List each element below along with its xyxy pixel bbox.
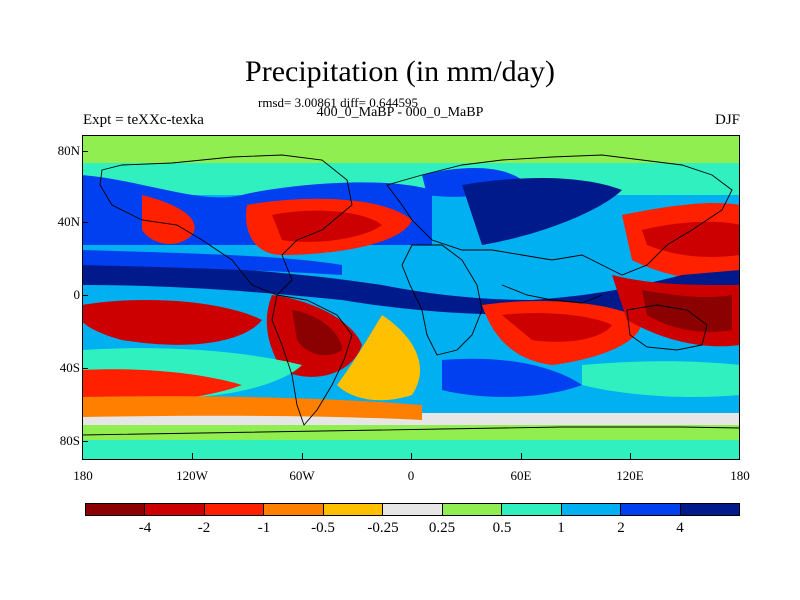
x-tick-label: 60W xyxy=(289,468,315,483)
x-tick-mark xyxy=(521,453,522,459)
colorbar-label: -0.5 xyxy=(311,520,335,536)
stats-line: rmsd= 3.00861 diff= 0.644595 xyxy=(258,95,418,110)
colorbar-label: 1 xyxy=(557,520,565,536)
y-tick-mark xyxy=(82,368,88,369)
colorbar-segment-9 xyxy=(621,504,681,515)
precipitation-map xyxy=(82,135,740,460)
y-tick-label: 40S xyxy=(59,360,80,375)
colorbar-segment-1 xyxy=(145,504,205,515)
colorbar-label: 0.5 xyxy=(492,520,512,536)
x-tick-mark xyxy=(192,453,193,459)
colorbar-label: -1 xyxy=(257,520,271,536)
colorbar xyxy=(85,503,740,516)
colorbar-segment-2 xyxy=(204,504,265,515)
y-tick-mark xyxy=(82,151,88,152)
colorbar-segment-10 xyxy=(680,504,739,515)
y-tick-label: 80S xyxy=(59,433,80,448)
colorbar-label: -0.25 xyxy=(367,520,399,536)
plot-title: Precipitation (in mm/day) xyxy=(245,55,555,88)
x-tick-mark xyxy=(630,453,631,459)
colorbar-label: 4 xyxy=(676,520,684,536)
y-tick-label: 40N xyxy=(57,214,80,229)
experiment-label: Expt = teXXc-texka xyxy=(83,112,204,128)
colorbar-segment-5 xyxy=(383,504,443,515)
colorbar-segment-3 xyxy=(264,504,324,515)
x-tick-label: 0 xyxy=(407,468,415,483)
colorbar-segment-6 xyxy=(442,504,503,515)
y-tick-label: 0 xyxy=(73,287,81,302)
map-frame xyxy=(82,135,740,460)
colorbar-label: 0.25 xyxy=(428,520,456,536)
x-tick-label: 180 xyxy=(730,468,750,483)
x-tick-label: 120E xyxy=(616,468,644,483)
y-tick-mark xyxy=(82,441,88,442)
colorbar-segment-7 xyxy=(502,504,562,515)
colorbar-label: -4 xyxy=(138,520,152,536)
colorbar-segment-0 xyxy=(86,504,146,515)
colorbar-segment-8 xyxy=(561,504,622,515)
y-tick-mark xyxy=(82,222,88,223)
y-tick-mark xyxy=(82,295,88,296)
y-tick-label: 80N xyxy=(57,143,80,158)
x-tick-label: 120W xyxy=(176,468,208,483)
x-tick-label: 60E xyxy=(510,468,532,483)
x-tick-mark xyxy=(302,453,303,459)
colorbar-segment-4 xyxy=(323,504,384,515)
colorbar-label: -2 xyxy=(197,520,211,536)
plot-subtitle: 400_0_MaBP - 000_0_MaBP xyxy=(316,105,484,120)
x-tick-label: 180 xyxy=(73,468,93,483)
season-label: DJF xyxy=(714,112,740,128)
colorbar-label: 2 xyxy=(617,520,625,536)
x-tick-mark xyxy=(411,453,412,459)
